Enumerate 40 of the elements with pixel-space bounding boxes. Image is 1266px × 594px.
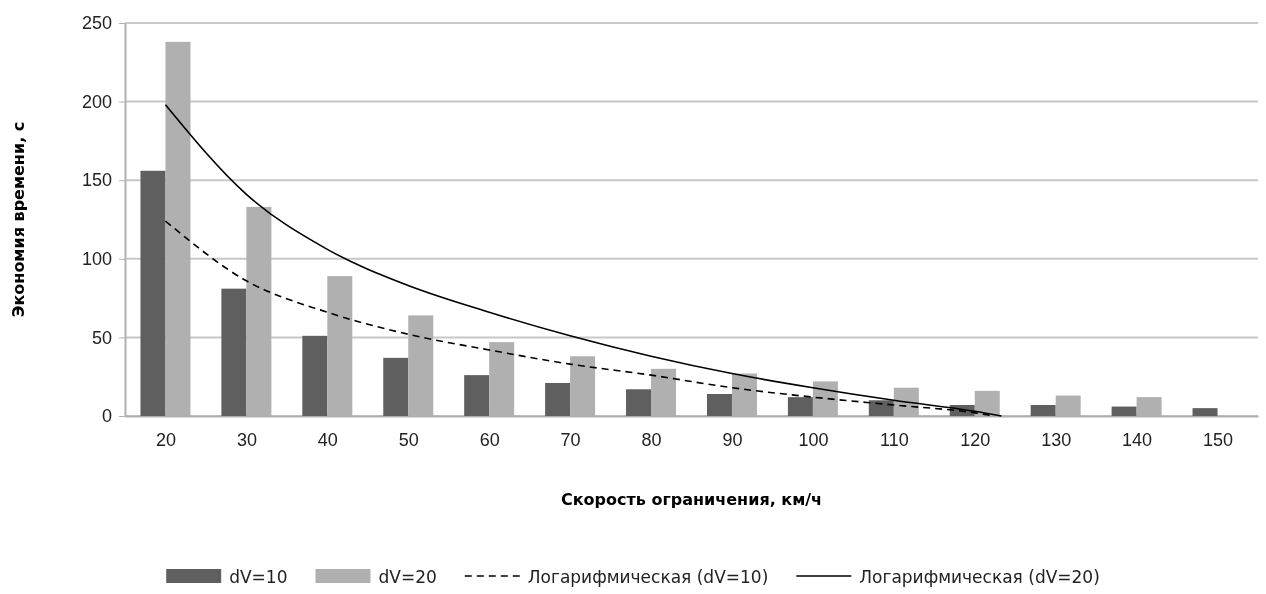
bar <box>1192 408 1218 416</box>
legend-label: Логарифмическая (dV=10) <box>527 567 769 587</box>
line-series <box>164 103 1003 417</box>
y-tick-label: 0 <box>101 406 112 427</box>
y-tick-label: 150 <box>81 170 112 191</box>
x-axis-title: Скорость ограничения, км/ч <box>560 490 823 509</box>
bar <box>545 382 571 416</box>
x-tick-label: 30 <box>236 430 257 450</box>
x-tick-label: 150 <box>1203 430 1234 450</box>
y-tick-label: 100 <box>81 249 112 270</box>
x-tick-label: 20 <box>155 430 176 450</box>
y-tick-label: 250 <box>81 13 112 34</box>
x-tick-label: 80 <box>641 430 662 450</box>
x-tick-label: 120 <box>960 430 991 450</box>
y-axis-title: Экономия времени, с <box>9 121 28 318</box>
x-tick-label: 100 <box>798 430 829 450</box>
legend-label: Логарифмическая (dV=20) <box>859 567 1100 587</box>
x-tick-label: 90 <box>722 430 743 450</box>
x-tick-label: 60 <box>479 430 500 450</box>
legend-label: dV=10 <box>229 567 288 587</box>
x-tick-label: 140 <box>1122 430 1153 450</box>
bar <box>464 375 490 416</box>
y-tick-label: 200 <box>81 91 112 112</box>
bar <box>140 170 166 416</box>
bar <box>383 357 409 416</box>
bar <box>221 288 247 416</box>
bar <box>787 397 813 416</box>
bar <box>1111 406 1137 416</box>
bar <box>626 389 652 416</box>
x-tick-label: 130 <box>1041 430 1072 450</box>
bar <box>302 335 328 416</box>
y-tick-label: 50 <box>91 327 112 348</box>
x-tick-label: 70 <box>560 430 581 450</box>
x-tick-label: 50 <box>398 430 419 450</box>
bar <box>1030 405 1056 416</box>
x-tick-label: 110 <box>879 430 909 450</box>
bar <box>868 400 894 416</box>
x-tick-label: 40 <box>317 430 338 450</box>
legend-label: dV=20 <box>378 567 437 587</box>
bar <box>706 393 732 416</box>
